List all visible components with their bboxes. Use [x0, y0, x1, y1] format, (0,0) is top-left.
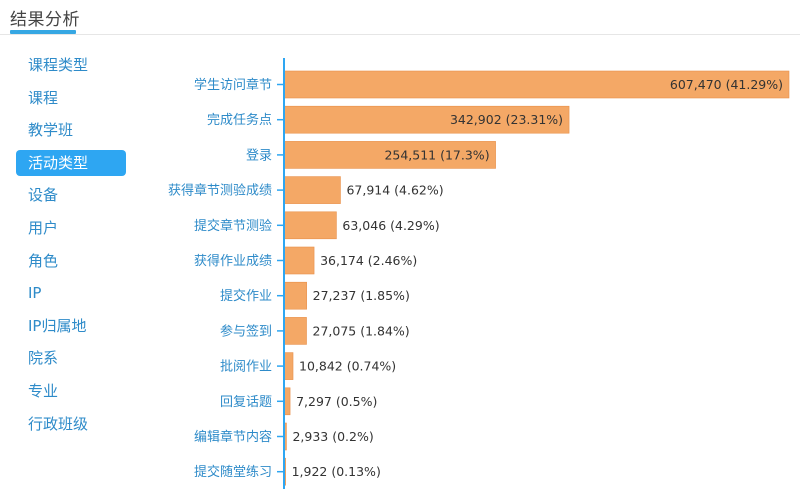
bar-6[interactable] — [283, 281, 307, 310]
sidebar-item-admin-class[interactable]: 行政班级 — [28, 414, 89, 433]
category-label-7: 参与签到 — [220, 323, 272, 339]
bar-4[interactable] — [283, 211, 337, 240]
bar-5[interactable] — [283, 246, 315, 275]
sidebar-item-device[interactable]: 设备 — [28, 186, 59, 205]
sidebar-item-course-type[interactable]: 课程类型 — [28, 56, 89, 74]
value-label-3: 67,914 (4.62%) — [346, 183, 443, 198]
bar-0[interactable] — [283, 70, 790, 99]
category-label-4: 提交章节测验 — [194, 218, 272, 234]
category-label-10: 编辑章节内容 — [194, 429, 272, 445]
value-label-6: 27,237 (1.85%) — [313, 288, 410, 303]
category-label-8: 批阅作业 — [220, 360, 272, 375]
value-label-7: 27,075 (1.84%) — [313, 323, 410, 338]
category-label-6: 提交作业 — [220, 288, 272, 304]
sidebar-item-ip[interactable]: IP — [28, 284, 42, 303]
category-label-11: 提交随堂练习 — [194, 464, 272, 480]
category-label-5: 获得作业成绩 — [194, 253, 272, 269]
bar-3[interactable] — [283, 176, 341, 204]
sidebar-item-role[interactable]: 角色 — [28, 251, 59, 270]
value-label-10: 2,933 (0.2%) — [292, 429, 373, 444]
value-label-2: 254,511 (17.3%) — [384, 147, 489, 162]
page-title: 结果分析 — [10, 10, 80, 30]
dimension-sidebar: 课程类型课程教学班活动类型设备用户角色 IP IP归属地院系专业行政班级 — [16, 52, 126, 443]
value-label-9: 7,297 (0.5%) — [296, 394, 377, 409]
sidebar-item-course[interactable]: 课程 — [28, 88, 59, 107]
bar-2[interactable] — [283, 141, 496, 169]
sidebar-item-activity-type[interactable]: 活动类型 — [16, 149, 126, 176]
page-header: 结果分析 — [0, 0, 800, 35]
sidebar-item-major[interactable]: 专业 — [28, 381, 59, 400]
value-label-8: 10,842 (0.74%) — [299, 359, 396, 374]
value-label-4: 63,046 (4.29%) — [342, 218, 439, 233]
value-label-0: 607,470 (41.29%) — [670, 77, 783, 92]
value-label-11: 1,922 (0.13%) — [292, 464, 381, 479]
category-label-2: 登录 — [246, 148, 272, 163]
value-label-1: 342,902 (23.31%) — [450, 112, 563, 127]
category-label-3: 获得章节测验成绩 — [168, 183, 272, 199]
category-label-0: 学生访问章节 — [194, 77, 272, 93]
sidebar-item-ip-location[interactable]: IP归属地 — [28, 316, 87, 335]
title-underline — [10, 30, 76, 34]
value-label-5: 36,174 (2.46%) — [320, 253, 417, 268]
bar-7[interactable] — [283, 317, 307, 345]
bar-1[interactable] — [283, 105, 570, 134]
bar-8[interactable] — [283, 352, 294, 380]
sidebar-item-department[interactable]: 院系 — [28, 349, 59, 368]
sidebar-item-user[interactable]: 用户 — [28, 218, 59, 237]
category-label-1: 完成任务点 — [207, 112, 272, 128]
sidebar-item-class[interactable]: 教学班 — [28, 121, 74, 140]
category-label-9: 回复话题 — [220, 395, 272, 410]
